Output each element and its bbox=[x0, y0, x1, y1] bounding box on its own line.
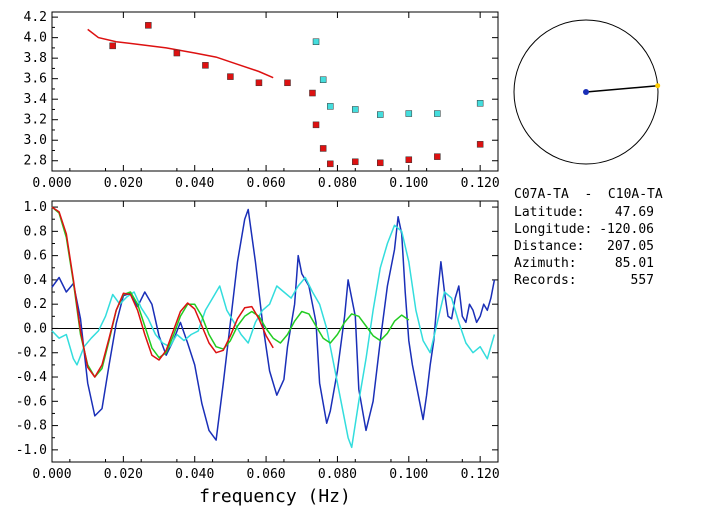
y-tick-label: 3.8 bbox=[24, 51, 47, 66]
y-tick-label: 3.0 bbox=[24, 133, 47, 148]
y-tick-label: 0.4 bbox=[24, 273, 48, 288]
red-point bbox=[284, 79, 291, 87]
dial-center-dot bbox=[583, 89, 589, 95]
cyan-point bbox=[352, 106, 359, 113]
station-pair: C07A-TA - C10A-TA bbox=[514, 187, 663, 202]
x-tick-label: 0.120 bbox=[461, 467, 500, 482]
info-panel: C07A-TA - C10A-TA Latitude: 47.69 Longit… bbox=[514, 187, 663, 288]
coherency-chart: 0.000 0.020 0.040 0.060 0.080 0.100 0.120 1.0 0… bbox=[16, 200, 500, 507]
y-tick-label: 2.8 bbox=[24, 154, 47, 169]
latitude-label: Latitude: bbox=[514, 205, 584, 220]
red-point bbox=[319, 145, 327, 152]
distance-value: 207.05 bbox=[607, 239, 654, 254]
y-tick-label: 3.4 bbox=[24, 92, 48, 107]
y-tick-label: -0.8 bbox=[16, 419, 47, 434]
red-point bbox=[173, 49, 181, 57]
dispersion-chart: 0.000 0.020 0.040 0.060 0.080 0.100 0.120 2.8 3… bbox=[24, 10, 500, 191]
cyan-point bbox=[319, 76, 327, 83]
x-tick-label: 0.000 bbox=[32, 176, 71, 191]
x-tick-label: 0.100 bbox=[389, 176, 428, 191]
blue-line bbox=[51, 208, 496, 441]
dispersion-y-tick-labels: 2.8 3.0 3.2 3.4 3.6 3.8 4.0 4.2 bbox=[24, 10, 48, 169]
x-tick-label: 0.120 bbox=[461, 176, 500, 191]
records-label: Records: bbox=[514, 273, 577, 288]
x-tick-label: 0.020 bbox=[104, 176, 143, 191]
y-tick-label: 0.8 bbox=[24, 224, 47, 239]
red-point bbox=[312, 121, 320, 129]
dispersion-ticks bbox=[51, 12, 499, 171]
red-point bbox=[434, 153, 441, 160]
dispersion-x-tick-labels: 0.000 0.020 0.040 0.060 0.080 0.100 0.120 bbox=[32, 176, 499, 191]
x-tick-label: 0.000 bbox=[32, 467, 71, 482]
x-tick-label: 0.100 bbox=[389, 467, 428, 482]
cyan-point bbox=[476, 100, 484, 107]
azimuth-value: 85.01 bbox=[615, 256, 654, 271]
cyan-point bbox=[405, 110, 413, 117]
y-tick-label: -0.6 bbox=[16, 394, 47, 409]
y-tick-label: -0.2 bbox=[16, 346, 47, 361]
y-tick-label: 0.2 bbox=[24, 297, 47, 312]
cyan-point bbox=[327, 103, 334, 110]
dial-tip-dot bbox=[655, 83, 661, 89]
cyan-point bbox=[434, 110, 441, 117]
longitude-value: -120.06 bbox=[599, 222, 654, 237]
y-tick-label: 3.6 bbox=[24, 72, 47, 87]
dispersion-marks bbox=[87, 22, 484, 168]
y-tick-label: 0.6 bbox=[24, 249, 47, 264]
x-tick-label: 0.040 bbox=[175, 467, 214, 482]
y-tick-label: -1.0 bbox=[16, 443, 47, 458]
x-tick-label: 0.020 bbox=[104, 467, 143, 482]
coherency-ticks bbox=[51, 201, 499, 462]
longitude-label: Longitude: bbox=[514, 222, 592, 237]
red-line bbox=[51, 206, 274, 378]
dispersion-plot-frame bbox=[51, 11, 499, 172]
red-point bbox=[145, 22, 152, 29]
red-point bbox=[327, 160, 334, 168]
x-tick-label: 0.060 bbox=[247, 176, 286, 191]
red-point bbox=[202, 62, 209, 69]
y-tick-label: 3.2 bbox=[24, 113, 47, 128]
azimuth-dial bbox=[513, 19, 661, 165]
red-point bbox=[476, 141, 484, 148]
dispersion-model-line bbox=[87, 28, 274, 79]
coherency-y-tick-labels: 1.0 0.8 0.6 0.4 0.2 0.0 -0.2 -0.4 -0.6 -0.8 -1.0 bbox=[16, 200, 47, 458]
azimuth-label: Azimuth: bbox=[514, 256, 577, 271]
red-point bbox=[352, 158, 359, 166]
cyan-line bbox=[51, 224, 496, 449]
x-tick-label: 0.080 bbox=[318, 176, 357, 191]
dial-needle bbox=[585, 84, 658, 93]
coherency-lines bbox=[51, 206, 496, 449]
coherency-x-tick-labels: 0.000 0.020 0.040 0.060 0.080 0.100 0.120 bbox=[32, 467, 499, 482]
red-point bbox=[227, 73, 234, 80]
red-point bbox=[255, 79, 263, 87]
x-axis-title: frequency (Hz) bbox=[199, 486, 351, 507]
x-tick-label: 0.080 bbox=[318, 467, 357, 482]
y-tick-label: 4.2 bbox=[24, 10, 47, 25]
distance-label: Distance: bbox=[514, 239, 584, 254]
records-value: 557 bbox=[631, 273, 654, 288]
x-tick-label: 0.040 bbox=[175, 176, 214, 191]
x-tick-label: 0.060 bbox=[247, 467, 286, 482]
red-point bbox=[377, 159, 384, 167]
y-tick-label: 1.0 bbox=[24, 200, 47, 215]
y-tick-label: 0.0 bbox=[24, 321, 47, 336]
latitude-value: 47.69 bbox=[615, 205, 654, 220]
red-point bbox=[405, 156, 413, 163]
coherency-plot-frame bbox=[51, 200, 499, 463]
y-tick-label: -0.4 bbox=[16, 370, 47, 385]
dial-circle bbox=[513, 19, 659, 165]
red-point bbox=[309, 89, 316, 97]
cyan-point bbox=[312, 38, 320, 45]
y-tick-label: 4.0 bbox=[24, 31, 47, 46]
cyan-point bbox=[377, 111, 384, 118]
red-point bbox=[109, 42, 116, 50]
